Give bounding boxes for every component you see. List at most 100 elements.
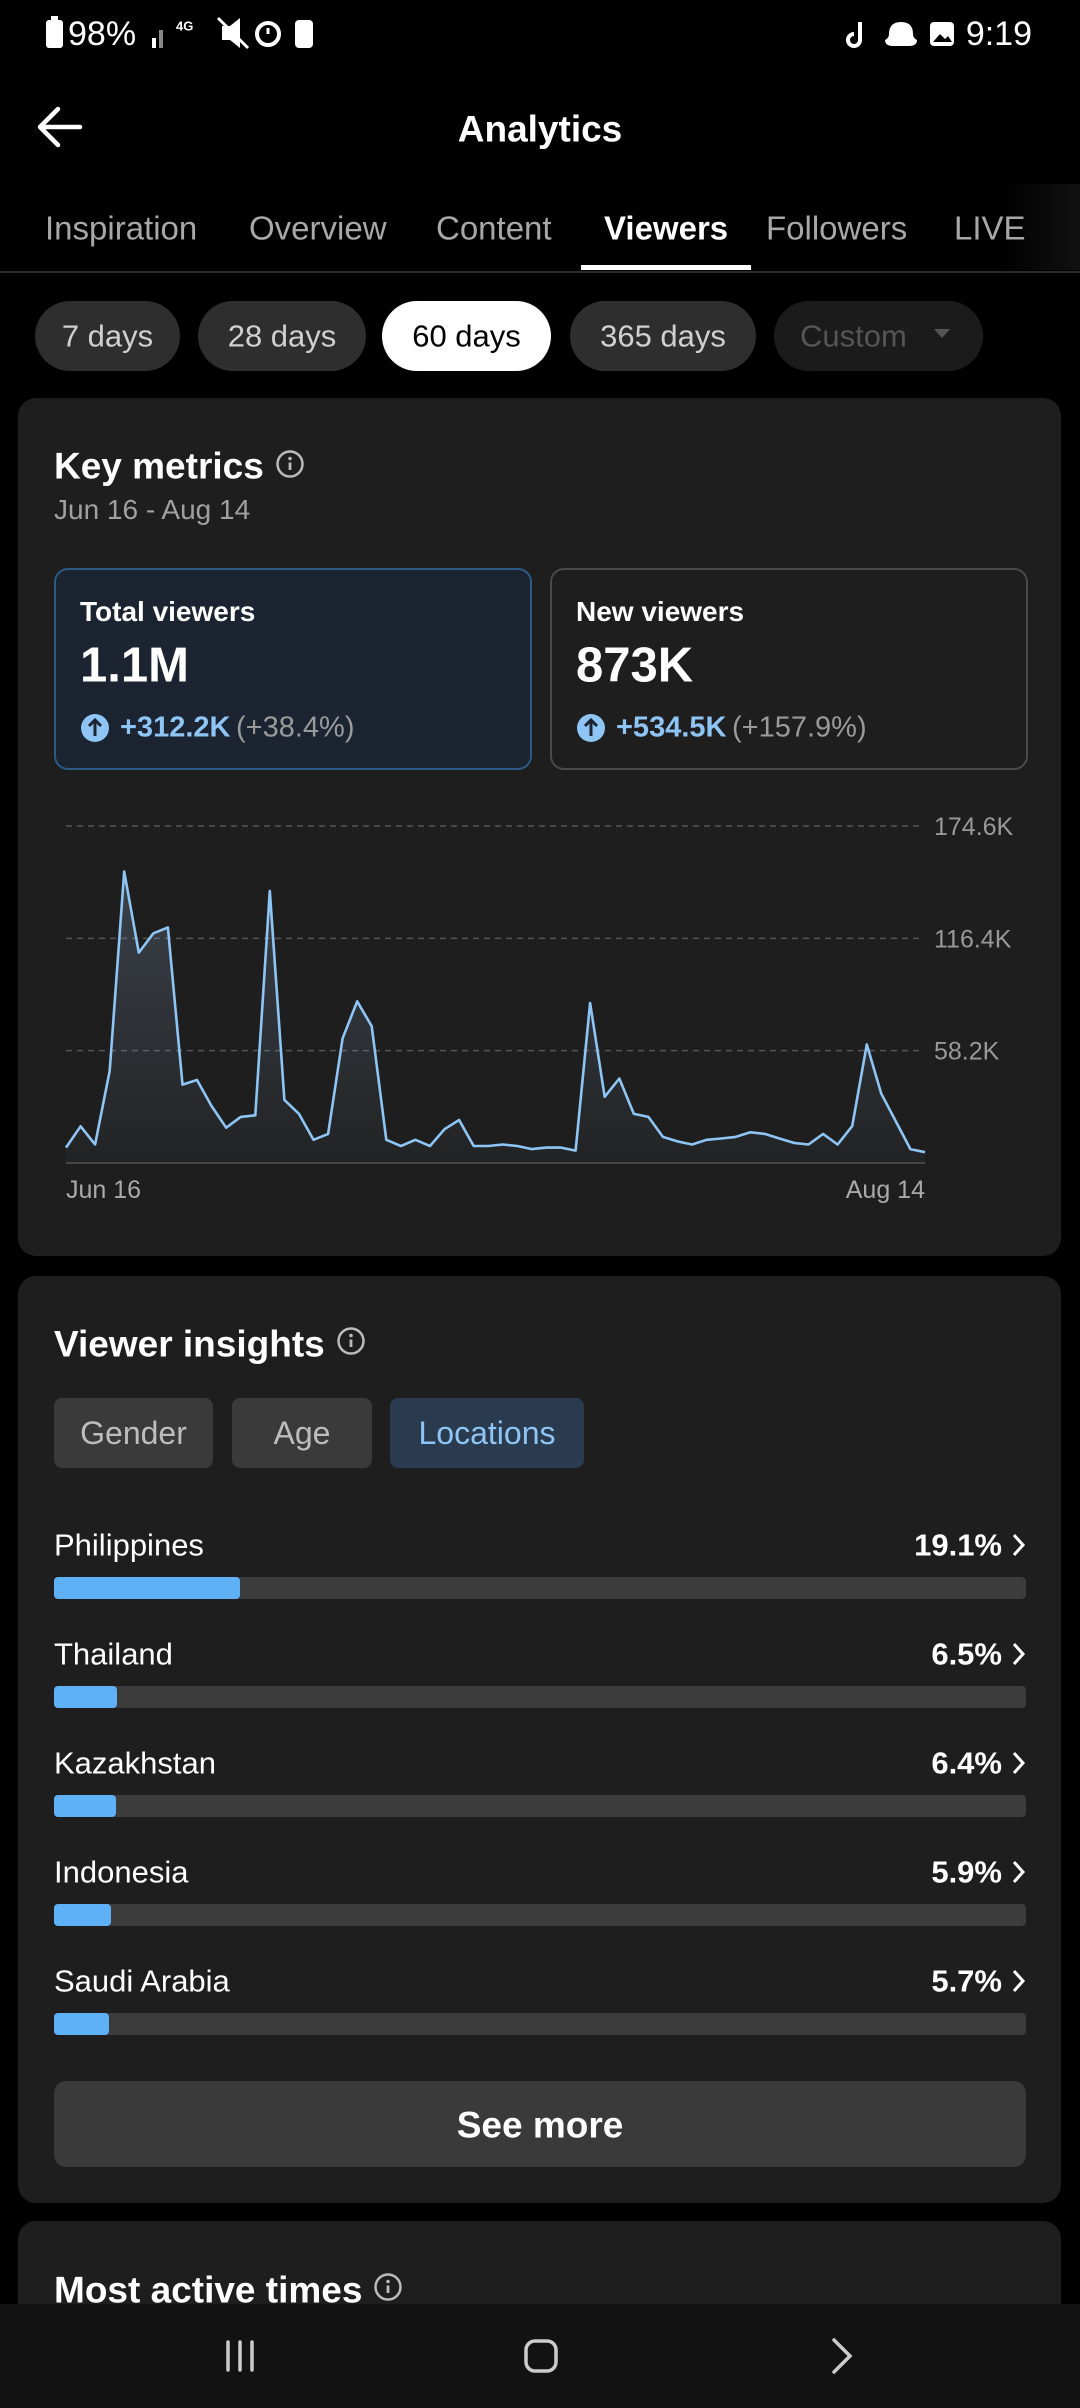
clock: 9:19 xyxy=(965,15,1032,53)
location-track xyxy=(54,2013,1026,2035)
dropdown-caret xyxy=(934,329,950,338)
insight-tab[interactable] xyxy=(390,1398,584,1468)
x-tick-label: Jun 16 xyxy=(66,1176,141,1204)
tabs-fade xyxy=(1000,184,1080,270)
location-share: 6.4% xyxy=(931,1745,1002,1781)
line-chart: 58.2K 116.4K 174.6K Jun 16 Aug 14 xyxy=(64,813,1014,1204)
nav-bar xyxy=(0,2304,1080,2408)
location-share: 5.9% xyxy=(931,1854,1002,1890)
location-name: Thailand xyxy=(54,1636,173,1672)
x-tick-label: Aug 14 xyxy=(846,1176,925,1204)
location-name: Kazakhstan xyxy=(54,1745,216,1781)
trend-arrow xyxy=(583,717,599,736)
metric-value: 873K xyxy=(576,638,694,693)
location-track xyxy=(54,1577,1026,1599)
info-ring xyxy=(374,2273,402,2301)
info-icon[interactable] xyxy=(274,448,306,480)
period-chip[interactable] xyxy=(35,301,180,371)
chevron-icon xyxy=(1012,1751,1026,1775)
tabs-divider xyxy=(0,271,1080,273)
insight-tab[interactable] xyxy=(232,1398,372,1468)
see-more-label[interactable]: See more xyxy=(456,2104,624,2146)
location-share: 6.5% xyxy=(931,1636,1002,1672)
metric-label: New viewers xyxy=(576,596,745,627)
status-icons xyxy=(46,16,954,50)
period-chip-label: 28 days xyxy=(227,318,337,354)
info-ring xyxy=(276,450,304,478)
location-bar xyxy=(54,1795,117,1817)
battery-level: 98% xyxy=(68,15,137,53)
chevron xyxy=(1012,1751,1026,1775)
location-bar xyxy=(54,1904,112,1926)
insight-tab-label: Locations xyxy=(418,1415,556,1451)
info-dot xyxy=(349,1333,353,1338)
see-more-button[interactable] xyxy=(54,2081,1026,2167)
tab[interactable]: Viewers xyxy=(604,209,729,247)
metric-change-pct: (+157.9%) xyxy=(732,711,867,744)
info-dot xyxy=(386,2279,390,2284)
network-type: 4G xyxy=(176,18,194,34)
metric-change-pct: (+38.4%) xyxy=(236,711,355,744)
period-chip-label: 7 days xyxy=(61,318,154,354)
location-share: 19.1% xyxy=(914,1527,1002,1563)
metric-card[interactable] xyxy=(550,568,1028,770)
chevron-icon xyxy=(1012,1533,1026,1557)
period-chip[interactable] xyxy=(774,301,983,371)
location-bar xyxy=(54,1577,240,1599)
tab[interactable]: Content xyxy=(436,209,552,247)
y-tick-label: 116.4K xyxy=(934,925,1012,953)
location-track xyxy=(54,1686,1026,1708)
chevron xyxy=(1012,1860,1026,1884)
period-chip-label: Custom xyxy=(800,318,907,354)
nav-icons xyxy=(226,2338,853,2374)
info-ring xyxy=(337,1327,365,1355)
insight-tab-label: Gender xyxy=(80,1415,187,1451)
y-tick-label: 58.2K xyxy=(934,1038,1000,1066)
info-icon[interactable] xyxy=(372,2271,404,2303)
page-title: Analytics xyxy=(457,108,623,150)
period-chip[interactable] xyxy=(382,301,551,371)
chevron xyxy=(1012,1642,1026,1666)
metric-label: Total viewers xyxy=(80,596,256,627)
date-range: Jun 16 - Aug 14 xyxy=(54,494,251,525)
section-title: Viewer insights xyxy=(54,1323,325,1365)
period-chip[interactable] xyxy=(570,301,756,371)
tab[interactable]: LIVE xyxy=(954,209,1026,247)
tab[interactable]: Overview xyxy=(249,209,387,247)
chevron xyxy=(1012,1969,1026,1993)
location-share: 5.7% xyxy=(931,1963,1002,1999)
metric-value: 1.1M xyxy=(80,638,189,693)
location-name: Indonesia xyxy=(54,1854,189,1890)
caret xyxy=(934,329,950,338)
insight-tab[interactable] xyxy=(54,1398,213,1468)
info-icon[interactable] xyxy=(335,1325,367,1357)
metric-card[interactable] xyxy=(54,568,532,770)
trend-up-icon xyxy=(81,714,109,742)
chevron-icon xyxy=(1012,1642,1026,1666)
metric-change: +312.2K xyxy=(120,711,231,744)
section-title: Key metrics xyxy=(54,445,264,487)
insight-tab-label: Age xyxy=(273,1415,331,1451)
chevron-icon xyxy=(1012,1860,1026,1884)
section-title: Most active times xyxy=(54,2269,363,2311)
period-chip[interactable] xyxy=(198,301,366,371)
info-dot xyxy=(288,456,292,461)
tab[interactable]: Inspiration xyxy=(45,209,198,247)
period-chip-label: 60 days xyxy=(412,318,521,354)
period-chip-label: 365 days xyxy=(600,318,726,354)
chevron xyxy=(1012,1533,1026,1557)
tab[interactable]: Followers xyxy=(766,209,908,247)
metric-change: +534.5K xyxy=(616,711,727,744)
trend-arrow xyxy=(87,717,103,736)
trend-up-icon xyxy=(577,714,605,742)
location-name: Saudi Arabia xyxy=(54,1963,230,1999)
location-track xyxy=(54,1904,1026,1926)
back-button[interactable] xyxy=(30,105,90,149)
tab-underline xyxy=(581,265,751,270)
y-tick-label: 174.6K xyxy=(934,813,1014,841)
location-bar xyxy=(54,1686,118,1708)
location-name: Philippines xyxy=(54,1527,204,1563)
location-track xyxy=(54,1795,1026,1817)
chevron-icon xyxy=(1012,1969,1026,1993)
